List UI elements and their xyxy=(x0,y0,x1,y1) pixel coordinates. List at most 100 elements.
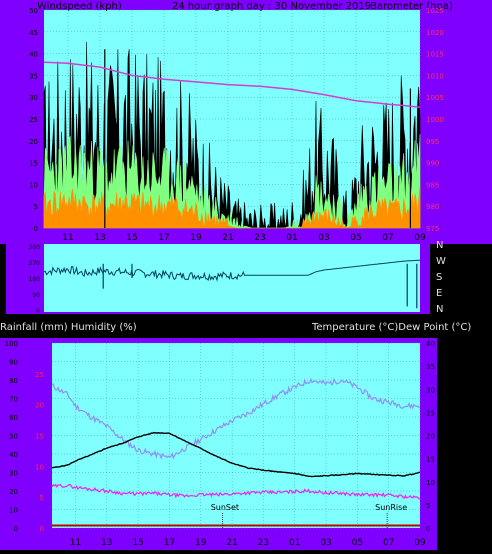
y2-tick-label: 1000 xyxy=(426,116,444,124)
x-tick-label: 15 xyxy=(126,233,137,243)
x-tick-label: 19 xyxy=(190,233,202,243)
humidity-series xyxy=(51,377,421,460)
compass-label: N xyxy=(436,304,443,315)
y2-tick-label: 980 xyxy=(426,203,439,211)
lower-x-ticks: 11 13 15 17 19 21 23 01 03 05 07 09 xyxy=(70,538,426,548)
y2-tick-label: 1010 xyxy=(426,72,444,80)
x-tick-label: 13 xyxy=(101,538,112,548)
temperature-tick-label: 5 xyxy=(426,502,430,510)
x-tick-label: 13 xyxy=(94,233,105,243)
x-tick-label: 11 xyxy=(70,538,81,548)
y2-tick-label: 1015 xyxy=(426,51,444,59)
direction-series xyxy=(43,259,421,282)
rain-tick-label: 5 xyxy=(40,494,44,502)
humidity-tick-label: 70 xyxy=(9,396,18,404)
humidity-tick-label: 60 xyxy=(9,414,18,422)
compass-label: E xyxy=(436,288,442,299)
dewpoint-series xyxy=(51,483,421,500)
y-tick-label: 30 xyxy=(29,94,38,102)
x-tick-label: 09 xyxy=(414,233,426,243)
x-tick-label: 15 xyxy=(132,538,143,548)
y2-tick-label: 985 xyxy=(426,181,439,189)
humidity-tick-label: 80 xyxy=(9,377,18,385)
temperature-tick-label: 15 xyxy=(426,456,435,464)
direction-tick-label: 0 xyxy=(36,308,40,315)
temperature-tick-label: 0 xyxy=(426,525,430,533)
direction-tick-label: 360 xyxy=(29,244,41,251)
rain-tick-label: 20 xyxy=(35,402,44,410)
y2-tick-label: 1020 xyxy=(426,29,444,37)
x-tick-label: 09 xyxy=(414,538,426,548)
sun-label: SunRise xyxy=(375,503,407,512)
humidity-tick-label: 20 xyxy=(9,488,18,496)
direction-tick-label: 270 xyxy=(29,260,41,267)
x-tick-label: 21 xyxy=(226,538,237,548)
wind-x-ticks: 11 13 15 17 19 21 23 01 03 05 07 09 xyxy=(62,233,426,243)
x-tick-label: 07 xyxy=(382,233,393,243)
temperature-tick-label: 40 xyxy=(426,340,435,348)
y-tick-label: 25 xyxy=(29,116,38,124)
x-tick-label: 05 xyxy=(352,538,363,548)
y2-tick-label: 995 xyxy=(426,138,439,146)
x-tick-label: 19 xyxy=(195,538,207,548)
humidity-tick-label: 10 xyxy=(9,507,18,515)
barometer-series xyxy=(43,61,421,108)
lower-left-axis-title: Rainfall (mm) Humidity (%) xyxy=(0,322,137,333)
y2-tick-label: 975 xyxy=(426,225,439,233)
x-tick-label: 05 xyxy=(350,233,361,243)
wind-axis-ticks: 0 5 10 15 20 25 30 35 40 45 50 xyxy=(29,7,38,233)
y-tick-label: 20 xyxy=(29,138,38,146)
x-tick-label: 21 xyxy=(222,233,233,243)
y-tick-label: 35 xyxy=(29,72,38,80)
sun-annotations: SunSet SunRise xyxy=(211,503,407,528)
compass-label: W xyxy=(436,256,446,267)
y-tick-label: 45 xyxy=(29,29,38,37)
wind-grid xyxy=(44,9,421,229)
compass-label: N xyxy=(436,240,443,251)
rain-tick-label: 15 xyxy=(35,433,44,441)
lower-grid xyxy=(52,342,421,529)
compass-label: S xyxy=(436,272,442,283)
rain-tick-label: 25 xyxy=(35,371,44,379)
y-tick-label: 10 xyxy=(29,181,38,189)
y-tick-label: 15 xyxy=(29,160,38,168)
y2-tick-label: 1005 xyxy=(426,94,444,102)
temperature-tick-label: 10 xyxy=(426,479,435,487)
y-tick-label: 0 xyxy=(34,225,38,233)
direction-tick-label: 180 xyxy=(29,276,41,283)
humidity-tick-label: 0 xyxy=(14,525,18,533)
x-tick-label: 17 xyxy=(158,233,169,243)
humidity-tick-label: 40 xyxy=(9,451,18,459)
barometer-axis-title: Barometer (hpa) xyxy=(370,1,453,12)
y2-tick-label: 1025 xyxy=(426,7,444,15)
humidity-tick-label: 50 xyxy=(9,433,18,441)
x-tick-label: 01 xyxy=(286,233,297,243)
x-tick-label: 07 xyxy=(383,538,394,548)
direction-tick-label: 90 xyxy=(32,292,40,299)
temperature-tick-label: 35 xyxy=(426,363,435,371)
lower-series xyxy=(51,377,421,527)
temperature-tick-label: 30 xyxy=(426,386,435,394)
wind-series xyxy=(43,41,421,230)
humidity-tick-label: 90 xyxy=(9,359,18,367)
humidity-tick-label: 30 xyxy=(9,470,18,478)
humidity-tick-label: 100 xyxy=(5,340,18,348)
x-tick-label: 01 xyxy=(289,538,300,548)
temperature-tick-label: 20 xyxy=(426,433,435,441)
x-tick-label: 23 xyxy=(254,233,265,243)
sun-label: SunSet xyxy=(211,503,239,512)
x-tick-label: 23 xyxy=(258,538,269,548)
wind-low-series xyxy=(43,186,421,230)
wind-axis-title: Windspeed (kph) xyxy=(37,1,122,12)
lower-right-axis-title: Temperature (°C)Dew Point (°C) xyxy=(311,322,471,333)
barometer-axis-ticks: 975 980 985 990 995 1000 1005 1010 1015 1020 1025 xyxy=(426,7,444,233)
y-tick-label: 50 xyxy=(29,7,38,15)
direction-series xyxy=(43,259,421,309)
x-tick-label: 11 xyxy=(62,233,73,243)
x-tick-label: 03 xyxy=(318,233,329,243)
y-tick-label: 5 xyxy=(34,203,38,211)
rain-tick-label: 0 xyxy=(40,525,44,533)
direction-axis-ticks: 360 270 180 90 0 xyxy=(29,244,41,315)
